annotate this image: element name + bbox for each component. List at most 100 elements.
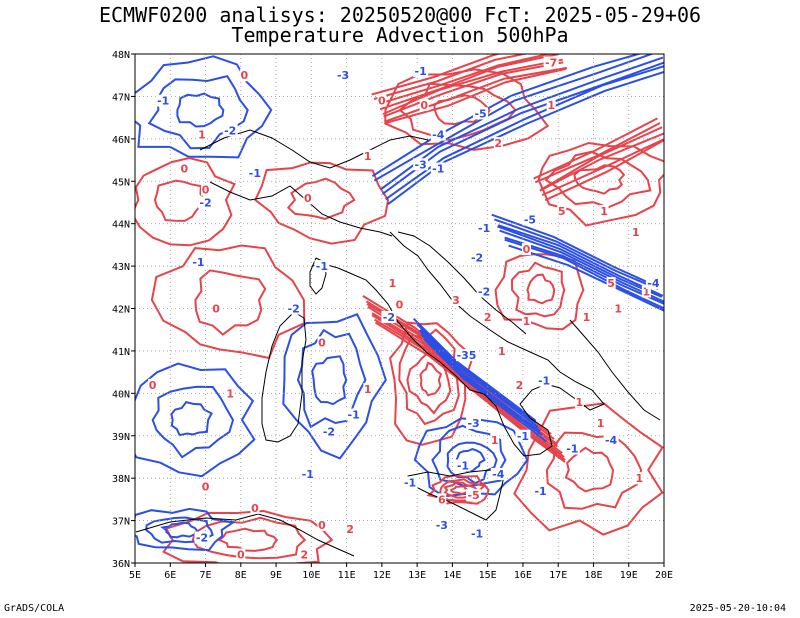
x-tick-label: 16E: [514, 570, 532, 581]
contour-label: 2: [484, 311, 492, 324]
contour-label-bg: [613, 302, 623, 315]
contour-label-bg: [490, 467, 506, 480]
alps-border-2: [209, 181, 393, 237]
contour-label-bg: [430, 162, 446, 175]
contour-label-bg: [533, 484, 549, 497]
sicily-coastline: [407, 469, 505, 521]
contour-label-bg: [596, 417, 606, 430]
contour-label-bg: [222, 124, 238, 137]
contour-label: -2: [199, 196, 211, 209]
contour-label: -1: [471, 527, 483, 540]
contour-label: 0: [523, 243, 531, 256]
contour-label: 1: [389, 277, 397, 290]
contour-label-bg: [225, 387, 235, 400]
contour-label-bg: [437, 493, 447, 506]
y-tick-label: 48N: [112, 50, 130, 61]
contour-label: -4: [432, 129, 445, 142]
contour-label: -1: [415, 65, 427, 78]
contour-label: 1: [364, 150, 372, 163]
contour-label: -1: [249, 167, 261, 180]
contour-label-bg: [299, 548, 309, 561]
contour-label: -5: [467, 489, 479, 502]
contour-label: -4: [492, 468, 505, 481]
contour-label: -1: [566, 442, 578, 455]
contour-label: 0: [318, 519, 326, 532]
contour-label: -1: [302, 468, 314, 481]
alps-border: [199, 129, 429, 169]
contour-label: 1: [491, 434, 499, 447]
contour-label-bg: [155, 94, 171, 107]
x-tick-label: 13E: [408, 570, 426, 581]
x-tick-label: 5E: [129, 570, 141, 581]
contour-label: -2: [383, 311, 395, 324]
contour-label-bg: [606, 277, 616, 290]
contour-label-bg: [483, 310, 493, 323]
contour-label-bg: [469, 527, 485, 540]
contour-label-bg: [317, 518, 327, 531]
contour-label-bg: [455, 459, 471, 472]
chart-title: ECMWF0200 analisys: 20250520@00 FcT: 202…: [98, 3, 702, 27]
contour-label: 0: [251, 502, 259, 515]
contour-label-bg: [564, 442, 580, 455]
x-tick-label: 20E: [655, 570, 673, 581]
contour-label: -2: [478, 286, 490, 299]
contour-label: -1: [157, 95, 169, 108]
contour-label-bg: [190, 255, 206, 268]
contour-label-bg: [581, 310, 591, 323]
contour-label-bg: [521, 315, 531, 328]
x-tick-label: 18E: [584, 570, 602, 581]
contour-label: -2: [471, 252, 483, 265]
contour-label-bg: [430, 128, 446, 141]
contour-label-bg: [211, 302, 221, 315]
contour-label-bg: [198, 196, 214, 209]
contour-label: 3: [452, 294, 460, 307]
render-timestamp: 2025-05-20-10:04: [689, 603, 786, 614]
contour-label: 0: [202, 481, 210, 494]
y-tick-label: 47N: [112, 92, 130, 103]
contour-label-bg: [321, 425, 337, 438]
contour-label-bg: [395, 298, 404, 311]
contour-label: 1: [576, 396, 584, 409]
contour-label: 2: [494, 137, 502, 150]
contour-label-bg: [634, 472, 644, 485]
contour-label-bg: [514, 378, 524, 391]
italy-coastline: [311, 231, 605, 457]
contour-label: 0: [237, 549, 245, 562]
contour-label-bg: [247, 166, 263, 179]
contour-label-bg: [476, 285, 492, 298]
contour-label: 1: [643, 286, 651, 299]
contour-label-bg: [250, 501, 260, 514]
contour-label-bg: [239, 69, 249, 82]
contour-label: 0: [396, 298, 404, 311]
contour-label: -2: [323, 426, 335, 439]
contour-label: 1: [614, 303, 622, 316]
contour-label: -7: [545, 56, 557, 69]
contour-label: -1: [457, 459, 469, 472]
contour-label: 1: [600, 205, 608, 218]
contour-label-bg: [473, 107, 489, 120]
tunisia-coastline: [135, 513, 355, 557]
band-cold-east: [491, 213, 664, 312]
contour-label: -2: [224, 124, 236, 137]
x-tick-label: 14E: [443, 570, 461, 581]
contour-label: 5: [607, 277, 615, 290]
contour-label-bg: [300, 467, 316, 480]
contour-cold-sardinia: [282, 313, 387, 460]
x-tick-label: 6E: [164, 570, 176, 581]
x-tick-label: 15E: [479, 570, 497, 581]
contour-warm-africa: [162, 509, 334, 563]
contour-label-bg: [497, 344, 507, 357]
coastlines: [135, 129, 661, 557]
contour-label: -3: [436, 519, 448, 532]
contour-label-bg: [536, 374, 552, 387]
contour-label: 1: [198, 129, 206, 142]
x-tick-label: 10E: [302, 570, 320, 581]
contour-label-bg: [603, 433, 619, 446]
contour-label: 1: [364, 383, 372, 396]
contour-label-bg: [201, 183, 211, 196]
contour-label: 2: [346, 523, 354, 536]
contour-label: -4: [647, 277, 660, 290]
contour-label: -1: [348, 409, 360, 422]
contour-label: -1: [192, 256, 204, 269]
contour-label-bg: [346, 408, 362, 421]
